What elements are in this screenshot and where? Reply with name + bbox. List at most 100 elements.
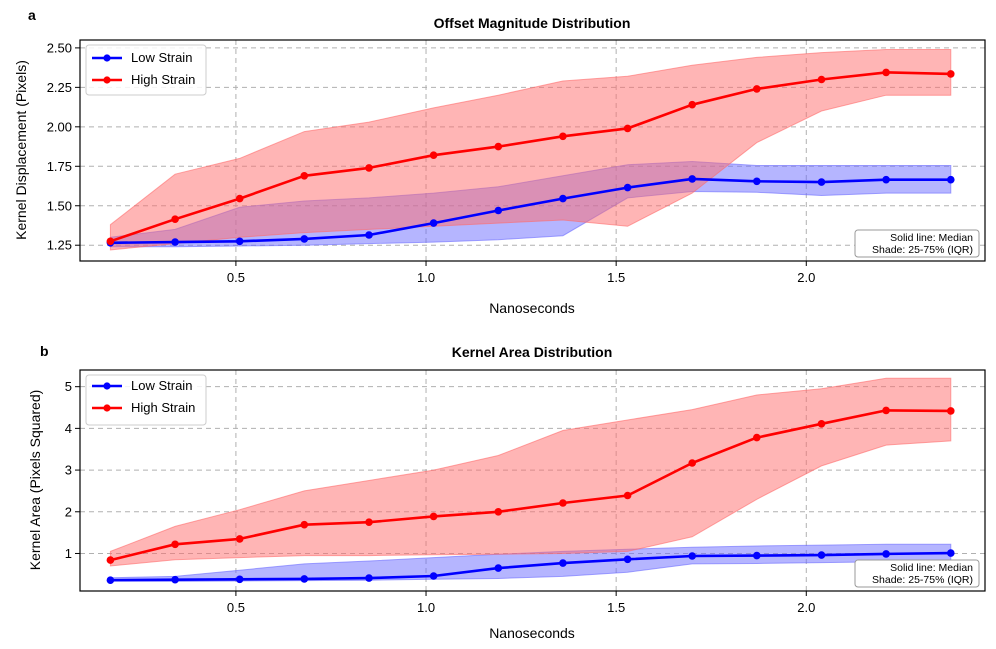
stat-note-a: Solid line: Median Shade: 25-75% (IQR) bbox=[854, 229, 980, 258]
chart-title-b: Kernel Area Distribution bbox=[452, 344, 613, 360]
data-point-low-b bbox=[623, 555, 632, 564]
data-point-low-a bbox=[817, 178, 826, 186]
x-tick-label-b: 1.5 bbox=[607, 600, 625, 615]
data-point-high-a bbox=[106, 237, 115, 246]
data-point-high-b bbox=[171, 540, 179, 549]
y-tick-label-a: 1.50 bbox=[47, 198, 72, 213]
y-tick-label-a: 1.25 bbox=[47, 238, 72, 253]
x-tick-label-b: 2.0 bbox=[797, 600, 815, 615]
median-lines-b bbox=[106, 406, 955, 584]
data-point-low-b bbox=[947, 549, 955, 557]
stat-note-line2-b: Shade: 25-75% (IQR) bbox=[872, 574, 973, 586]
data-point-low-b bbox=[235, 575, 244, 584]
data-point-high-b bbox=[106, 556, 115, 564]
x-tick-label-a: 2.0 bbox=[797, 270, 815, 285]
data-point-high-b bbox=[429, 512, 438, 521]
panel-label-a: a bbox=[28, 7, 36, 23]
y-tick-label-b: 5 bbox=[65, 379, 72, 394]
data-point-low-b bbox=[300, 575, 309, 583]
legend-marker-high-b bbox=[103, 404, 111, 412]
data-point-high-b bbox=[494, 508, 503, 516]
iqr-band-high-a bbox=[109, 49, 952, 251]
data-point-high-a bbox=[494, 142, 503, 151]
data-point-high-a bbox=[171, 215, 179, 223]
data-point-high-a bbox=[688, 100, 696, 109]
legend-label-high-b: High Strain bbox=[131, 400, 195, 415]
data-point-low-a bbox=[688, 175, 696, 183]
x-tick-label-a: 1.0 bbox=[417, 270, 435, 285]
x-ticks-a: 0.5 1.0 1.5 2.0 bbox=[227, 261, 815, 285]
x-tick-label-a: 1.5 bbox=[607, 270, 625, 285]
panel-label-b: b bbox=[40, 343, 49, 359]
data-point-high-a bbox=[365, 164, 373, 172]
data-point-low-a bbox=[171, 238, 179, 246]
iqr-bands-b bbox=[109, 377, 952, 582]
data-point-low-a bbox=[429, 219, 438, 227]
x-ticks-b: 0.5 1.0 1.5 2.0 bbox=[227, 591, 815, 615]
stat-note-b: Solid line: Median Shade: 25-75% (IQR) bbox=[854, 559, 980, 588]
median-line-low-a bbox=[110, 177, 951, 245]
median-lines-a bbox=[106, 68, 955, 247]
legend-label-low-a: Low Strain bbox=[131, 50, 192, 65]
data-point-high-a bbox=[817, 75, 826, 84]
data-point-low-b bbox=[559, 559, 567, 567]
median-line-low-b bbox=[110, 551, 951, 582]
data-point-high-a bbox=[753, 85, 761, 93]
median-line-high-a bbox=[109, 71, 951, 243]
data-point-high-b bbox=[365, 518, 373, 526]
data-point-high-a bbox=[947, 70, 955, 78]
data-point-low-a bbox=[623, 183, 632, 192]
y-ticks-a: 1.25 1.50 1.75 2.00 2.25 2.50 bbox=[47, 40, 80, 253]
legend-b: Low Strain High Strain bbox=[85, 374, 207, 426]
data-point-low-b bbox=[882, 550, 890, 558]
data-point-low-b bbox=[817, 551, 826, 559]
data-point-high-b bbox=[947, 407, 955, 415]
data-point-high-a bbox=[235, 194, 244, 203]
data-point-low-b bbox=[494, 564, 503, 572]
x-axis-label-a: Nanoseconds bbox=[489, 300, 575, 316]
y-tick-label-a: 2.50 bbox=[47, 40, 72, 55]
legend-marker-low-b bbox=[103, 382, 111, 390]
x-tick-label-b: 1.0 bbox=[417, 600, 435, 615]
y-tick-label-a: 2.25 bbox=[47, 80, 72, 95]
legend-box-b bbox=[85, 374, 207, 426]
data-point-high-b bbox=[882, 406, 890, 415]
data-point-low-a bbox=[365, 231, 373, 239]
data-point-low-b bbox=[106, 576, 115, 584]
stat-note-line2-a: Shade: 25-75% (IQR) bbox=[872, 244, 973, 256]
x-tick-label-a: 0.5 bbox=[227, 270, 245, 285]
stat-note-box-a bbox=[854, 229, 980, 258]
y-tick-label-a: 2.00 bbox=[47, 119, 72, 134]
y-axis-label-a: Kernel Displacement (Pixels) bbox=[13, 60, 29, 240]
data-point-high-b bbox=[559, 499, 567, 507]
iqr-band-high-b bbox=[109, 377, 952, 567]
data-point-high-b bbox=[688, 459, 696, 467]
panel-b: b Kernel Area Distribution 0.5 1.0 1.5 2.0 … bbox=[27, 343, 986, 641]
legend-a: Low Strain High Strain bbox=[85, 44, 207, 96]
y-tick-label-b: 2 bbox=[65, 504, 72, 519]
data-point-high-a bbox=[300, 172, 309, 180]
data-point-high-b bbox=[235, 535, 244, 543]
data-point-high-a bbox=[882, 68, 890, 77]
y-ticks-b: 1 2 3 4 5 bbox=[65, 379, 80, 561]
y-tick-label-b: 1 bbox=[65, 546, 72, 561]
stat-note-box-b bbox=[854, 559, 980, 588]
data-point-low-b bbox=[171, 575, 179, 584]
y-axis-label-b: Kernel Area (Pixels Squared) bbox=[27, 390, 43, 571]
data-point-low-a bbox=[753, 177, 761, 186]
legend-marker-low-a bbox=[103, 54, 111, 62]
data-point-high-a bbox=[559, 132, 567, 141]
stat-note-line1-b: Solid line: Median bbox=[890, 562, 973, 574]
stat-note-line1-a: Solid line: Median bbox=[890, 232, 973, 244]
data-point-low-b bbox=[365, 574, 373, 582]
data-point-low-a bbox=[300, 235, 309, 243]
data-point-high-a bbox=[429, 151, 438, 159]
y-tick-label-a: 1.75 bbox=[47, 159, 72, 174]
x-axis-label-b: Nanoseconds bbox=[489, 625, 575, 641]
data-point-high-b bbox=[300, 520, 309, 529]
data-point-high-a bbox=[623, 124, 632, 133]
data-point-low-b bbox=[429, 572, 438, 580]
legend-label-high-a: High Strain bbox=[131, 72, 195, 87]
data-point-low-a bbox=[882, 175, 890, 184]
